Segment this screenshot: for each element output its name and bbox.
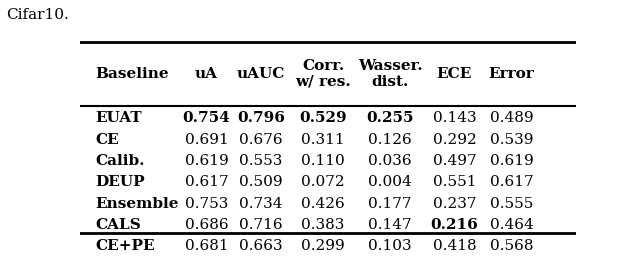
Text: Cifar10.: Cifar10. [6, 8, 69, 22]
Text: EUAT: EUAT [95, 111, 141, 125]
Text: Wasser.
dist.: Wasser. dist. [358, 59, 422, 89]
Text: 0.426: 0.426 [301, 197, 345, 211]
Text: Corr.
w/ res.: Corr. w/ res. [295, 59, 351, 89]
Text: DEUP: DEUP [95, 175, 145, 189]
Text: 0.110: 0.110 [301, 154, 345, 168]
Text: 0.553: 0.553 [239, 154, 283, 168]
Text: CALS: CALS [95, 218, 141, 232]
Text: 0.292: 0.292 [433, 133, 476, 147]
Text: uA: uA [195, 67, 218, 81]
Text: 0.036: 0.036 [368, 154, 412, 168]
Text: Calib.: Calib. [95, 154, 145, 168]
Text: 0.716: 0.716 [239, 218, 283, 232]
Text: 0.551: 0.551 [433, 175, 476, 189]
Text: 0.255: 0.255 [366, 111, 413, 125]
Text: 0.489: 0.489 [490, 111, 533, 125]
Text: 0.237: 0.237 [433, 197, 476, 211]
Text: 0.177: 0.177 [368, 197, 412, 211]
Text: Error: Error [489, 67, 534, 81]
Text: 0.299: 0.299 [301, 239, 345, 253]
Text: 0.497: 0.497 [433, 154, 476, 168]
Text: Baseline: Baseline [95, 67, 168, 81]
Text: 0.619: 0.619 [490, 154, 533, 168]
Text: 0.617: 0.617 [490, 175, 533, 189]
Text: 0.383: 0.383 [301, 218, 345, 232]
Text: 0.126: 0.126 [368, 133, 412, 147]
Text: 0.004: 0.004 [368, 175, 412, 189]
Text: 0.555: 0.555 [490, 197, 533, 211]
Text: CE: CE [95, 133, 118, 147]
Text: 0.529: 0.529 [300, 111, 347, 125]
Text: 0.568: 0.568 [490, 239, 533, 253]
Text: 0.072: 0.072 [301, 175, 345, 189]
Text: 0.311: 0.311 [301, 133, 345, 147]
Text: 0.754: 0.754 [182, 111, 230, 125]
Text: 0.691: 0.691 [184, 133, 228, 147]
Text: CE+PE: CE+PE [95, 239, 154, 253]
Text: 0.147: 0.147 [368, 218, 412, 232]
Text: 0.686: 0.686 [185, 218, 228, 232]
Text: 0.509: 0.509 [239, 175, 283, 189]
Text: 0.734: 0.734 [239, 197, 283, 211]
Text: 0.663: 0.663 [239, 239, 283, 253]
Text: 0.464: 0.464 [490, 218, 533, 232]
Text: 0.617: 0.617 [185, 175, 228, 189]
Text: 0.539: 0.539 [490, 133, 533, 147]
Text: 0.418: 0.418 [433, 239, 476, 253]
Text: uAUC: uAUC [237, 67, 285, 81]
Text: 0.753: 0.753 [185, 197, 228, 211]
Text: 0.143: 0.143 [433, 111, 476, 125]
Text: 0.216: 0.216 [431, 218, 478, 232]
Text: 0.796: 0.796 [237, 111, 285, 125]
Text: 0.103: 0.103 [368, 239, 412, 253]
Text: 0.619: 0.619 [184, 154, 228, 168]
Text: 0.681: 0.681 [185, 239, 228, 253]
Text: ECE: ECE [436, 67, 472, 81]
Text: Ensemble: Ensemble [95, 197, 179, 211]
Text: 0.676: 0.676 [239, 133, 283, 147]
